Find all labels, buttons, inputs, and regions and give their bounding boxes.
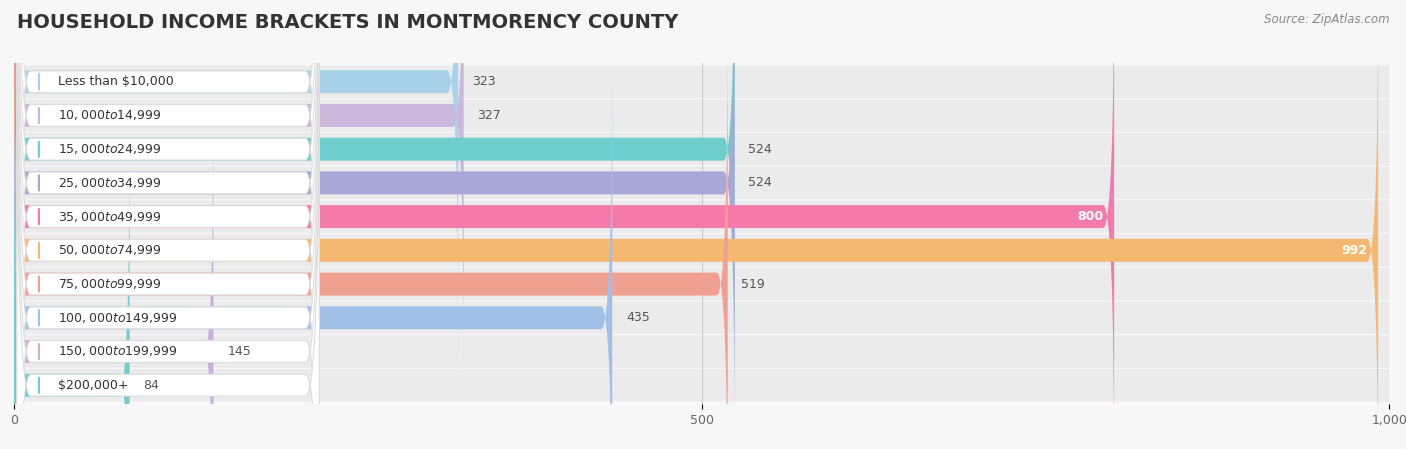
FancyBboxPatch shape bbox=[14, 66, 1389, 98]
Text: 435: 435 bbox=[626, 311, 650, 324]
Text: 327: 327 bbox=[478, 109, 501, 122]
Text: $10,000 to $14,999: $10,000 to $14,999 bbox=[58, 109, 162, 123]
Text: $35,000 to $49,999: $35,000 to $49,999 bbox=[58, 210, 162, 224]
FancyBboxPatch shape bbox=[14, 93, 214, 449]
FancyBboxPatch shape bbox=[14, 268, 1389, 300]
Text: Source: ZipAtlas.com: Source: ZipAtlas.com bbox=[1264, 13, 1389, 26]
FancyBboxPatch shape bbox=[14, 99, 1389, 132]
Text: $200,000+: $200,000+ bbox=[58, 379, 128, 392]
FancyBboxPatch shape bbox=[14, 0, 734, 408]
Text: 323: 323 bbox=[472, 75, 495, 88]
FancyBboxPatch shape bbox=[14, 0, 734, 441]
FancyBboxPatch shape bbox=[14, 302, 1389, 334]
FancyBboxPatch shape bbox=[14, 0, 464, 374]
FancyBboxPatch shape bbox=[14, 335, 1389, 368]
FancyBboxPatch shape bbox=[17, 0, 319, 449]
FancyBboxPatch shape bbox=[14, 0, 1114, 449]
FancyBboxPatch shape bbox=[14, 133, 1389, 165]
FancyBboxPatch shape bbox=[17, 0, 319, 449]
FancyBboxPatch shape bbox=[17, 0, 319, 442]
Text: 992: 992 bbox=[1341, 244, 1367, 257]
Text: $75,000 to $99,999: $75,000 to $99,999 bbox=[58, 277, 162, 291]
Text: $50,000 to $74,999: $50,000 to $74,999 bbox=[58, 243, 162, 257]
Text: $100,000 to $149,999: $100,000 to $149,999 bbox=[58, 311, 177, 325]
FancyBboxPatch shape bbox=[17, 0, 319, 449]
Text: $15,000 to $24,999: $15,000 to $24,999 bbox=[58, 142, 162, 156]
FancyBboxPatch shape bbox=[17, 0, 319, 408]
FancyBboxPatch shape bbox=[14, 59, 612, 449]
FancyBboxPatch shape bbox=[14, 127, 129, 449]
Text: Less than $10,000: Less than $10,000 bbox=[58, 75, 174, 88]
FancyBboxPatch shape bbox=[14, 26, 728, 449]
FancyBboxPatch shape bbox=[17, 25, 319, 449]
Text: HOUSEHOLD INCOME BRACKETS IN MONTMORENCY COUNTY: HOUSEHOLD INCOME BRACKETS IN MONTMORENCY… bbox=[17, 13, 678, 32]
FancyBboxPatch shape bbox=[14, 369, 1389, 401]
FancyBboxPatch shape bbox=[14, 167, 1389, 199]
FancyBboxPatch shape bbox=[14, 0, 1378, 449]
Text: 84: 84 bbox=[143, 379, 159, 392]
Text: 800: 800 bbox=[1077, 210, 1104, 223]
FancyBboxPatch shape bbox=[17, 59, 319, 449]
Text: 519: 519 bbox=[741, 277, 765, 291]
Text: 524: 524 bbox=[748, 143, 772, 156]
FancyBboxPatch shape bbox=[14, 0, 458, 340]
FancyBboxPatch shape bbox=[17, 0, 319, 449]
Text: $150,000 to $199,999: $150,000 to $199,999 bbox=[58, 344, 177, 358]
FancyBboxPatch shape bbox=[14, 200, 1389, 233]
Text: 524: 524 bbox=[748, 176, 772, 189]
FancyBboxPatch shape bbox=[17, 0, 319, 449]
Text: $25,000 to $34,999: $25,000 to $34,999 bbox=[58, 176, 162, 190]
FancyBboxPatch shape bbox=[17, 0, 319, 449]
Text: 145: 145 bbox=[228, 345, 250, 358]
FancyBboxPatch shape bbox=[14, 234, 1389, 267]
